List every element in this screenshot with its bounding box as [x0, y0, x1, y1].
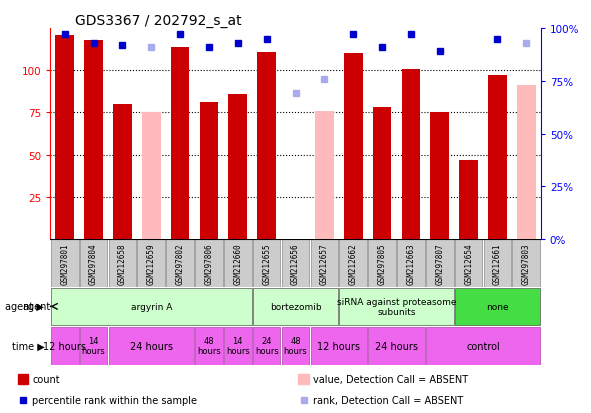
Bar: [455, 240, 482, 287]
Text: agent ▶: agent ▶: [5, 301, 44, 312]
Bar: [488, 76, 507, 240]
Bar: [253, 288, 338, 325]
Bar: [109, 240, 136, 287]
Bar: [84, 41, 103, 240]
Text: GSM297806: GSM297806: [204, 242, 213, 284]
Text: 24 hours: 24 hours: [375, 341, 418, 351]
Bar: [253, 240, 281, 287]
Text: GSM212662: GSM212662: [349, 242, 358, 284]
Bar: [51, 240, 79, 287]
Text: 24 hours: 24 hours: [130, 341, 173, 351]
Bar: [224, 327, 252, 365]
Bar: [195, 240, 223, 287]
Bar: [455, 288, 540, 325]
Text: GSM212654: GSM212654: [464, 242, 473, 284]
Text: GSM297805: GSM297805: [378, 242, 387, 284]
Bar: [368, 240, 396, 287]
Bar: [80, 240, 108, 287]
Text: GSM297801: GSM297801: [60, 242, 69, 284]
Bar: [257, 52, 276, 240]
Bar: [18, 374, 28, 385]
Bar: [51, 288, 252, 325]
Bar: [80, 327, 108, 365]
Text: GSM212658: GSM212658: [118, 242, 127, 284]
Text: value, Detection Call = ABSENT: value, Detection Call = ABSENT: [313, 374, 468, 384]
Bar: [512, 240, 540, 287]
Text: none: none: [486, 302, 509, 311]
Bar: [310, 327, 367, 365]
Bar: [142, 113, 161, 240]
Bar: [137, 240, 165, 287]
Bar: [310, 240, 338, 287]
Text: control: control: [466, 341, 500, 351]
Bar: [517, 86, 535, 240]
Text: 14
hours: 14 hours: [82, 336, 105, 356]
Text: GSM297804: GSM297804: [89, 242, 98, 284]
Bar: [224, 240, 252, 287]
Text: GDS3367 / 202792_s_at: GDS3367 / 202792_s_at: [75, 14, 241, 28]
Bar: [339, 288, 454, 325]
Text: 48
hours: 48 hours: [284, 336, 307, 356]
Bar: [166, 240, 194, 287]
Bar: [459, 160, 478, 240]
Bar: [401, 69, 420, 240]
Text: 24
hours: 24 hours: [255, 336, 278, 356]
Bar: [109, 327, 194, 365]
Text: 12 hours: 12 hours: [43, 341, 86, 351]
Bar: [228, 95, 247, 240]
Bar: [56, 36, 74, 240]
Text: GSM212657: GSM212657: [320, 242, 329, 284]
Bar: [344, 54, 363, 240]
Bar: [253, 327, 281, 365]
Text: GSM297802: GSM297802: [176, 242, 184, 284]
Text: GSM212663: GSM212663: [407, 242, 415, 284]
Text: siRNA against proteasome
subunits: siRNA against proteasome subunits: [337, 297, 456, 316]
Text: GSM212661: GSM212661: [493, 242, 502, 284]
Text: rank, Detection Call = ABSENT: rank, Detection Call = ABSENT: [313, 395, 463, 405]
Text: GSM212655: GSM212655: [262, 242, 271, 284]
Bar: [368, 327, 425, 365]
Bar: [426, 240, 454, 287]
Text: GSM297807: GSM297807: [436, 242, 444, 284]
Text: count: count: [33, 374, 60, 384]
Text: percentile rank within the sample: percentile rank within the sample: [33, 395, 197, 405]
Text: GSM212656: GSM212656: [291, 242, 300, 284]
Bar: [195, 327, 223, 365]
Bar: [397, 240, 425, 287]
Bar: [373, 108, 391, 240]
Bar: [171, 47, 190, 240]
Bar: [282, 327, 309, 365]
Text: GSM212659: GSM212659: [147, 242, 155, 284]
Text: GSM297803: GSM297803: [522, 242, 531, 284]
Text: time ▶: time ▶: [12, 341, 44, 351]
Bar: [430, 113, 449, 240]
Bar: [483, 240, 511, 287]
Bar: [282, 240, 309, 287]
Text: 12 hours: 12 hours: [317, 341, 361, 351]
Text: bortezomib: bortezomib: [269, 302, 322, 311]
Text: argyrin A: argyrin A: [131, 302, 172, 311]
Bar: [426, 327, 540, 365]
Bar: [339, 240, 367, 287]
Bar: [298, 374, 309, 385]
Text: agent: agent: [22, 301, 50, 312]
Bar: [315, 112, 334, 240]
Text: GSM212660: GSM212660: [233, 242, 242, 284]
Bar: [200, 103, 218, 240]
Text: 48
hours: 48 hours: [197, 336, 221, 356]
Text: 14
hours: 14 hours: [226, 336, 249, 356]
Bar: [113, 105, 132, 240]
Bar: [51, 327, 79, 365]
